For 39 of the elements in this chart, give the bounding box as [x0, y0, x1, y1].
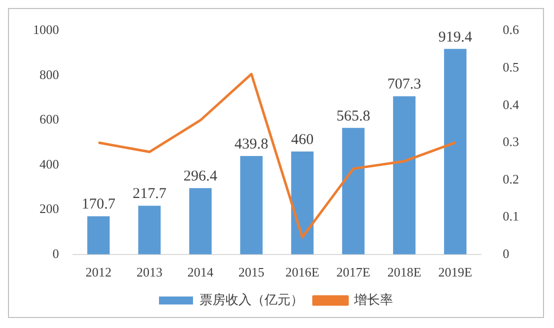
bar	[87, 216, 110, 254]
data-label: 170.7	[82, 196, 116, 213]
x-tick-label: 2017E	[336, 264, 370, 280]
y2-tick-label: 0	[502, 246, 510, 261]
y-tick-label: 600	[40, 112, 59, 127]
x-tick-label: 2016E	[285, 264, 320, 280]
bar	[342, 128, 365, 254]
x-tick-label: 2019E	[438, 264, 472, 280]
data-label: 217.7	[132, 186, 167, 202]
data-label: 565.8	[336, 108, 370, 124]
bar	[189, 188, 212, 254]
y-tick-label: 400	[40, 156, 59, 172]
legend-label: 票房收入（亿元）	[200, 292, 304, 307]
bar	[138, 206, 161, 254]
data-label: 439.8	[234, 136, 268, 152]
y2-tick-label: 0.3	[502, 134, 519, 150]
y-tick-label: 800	[40, 66, 59, 82]
x-tick-label: 2015	[238, 264, 264, 280]
bar	[240, 156, 263, 254]
y2-tick-label: 0.6	[502, 22, 520, 38]
y2-tick-label: 0.1	[502, 208, 519, 224]
x-tick-label: 2012	[85, 264, 112, 280]
y2-tick-label: 0.2	[502, 171, 519, 186]
y2-tick-label: 0.5	[502, 59, 519, 74]
bar	[444, 48, 466, 254]
y-tick-label: 200	[40, 201, 59, 216]
y-tick-label: 1000	[33, 22, 59, 38]
data-label: 707.3	[387, 76, 422, 93]
y2-tick-label: 0.4	[502, 96, 520, 112]
data-label: 460	[291, 132, 314, 148]
legend-label: 增长率	[353, 292, 393, 307]
bar	[393, 96, 416, 254]
data-label: 296.4	[184, 168, 218, 185]
bar	[291, 152, 314, 254]
data-label: 919.4	[438, 29, 473, 46]
x-tick-label: 2014	[187, 264, 214, 280]
x-tick-label: 2018E	[387, 264, 422, 280]
x-tick-label: 2013	[136, 264, 162, 280]
y-tick-label: 0	[52, 246, 59, 261]
